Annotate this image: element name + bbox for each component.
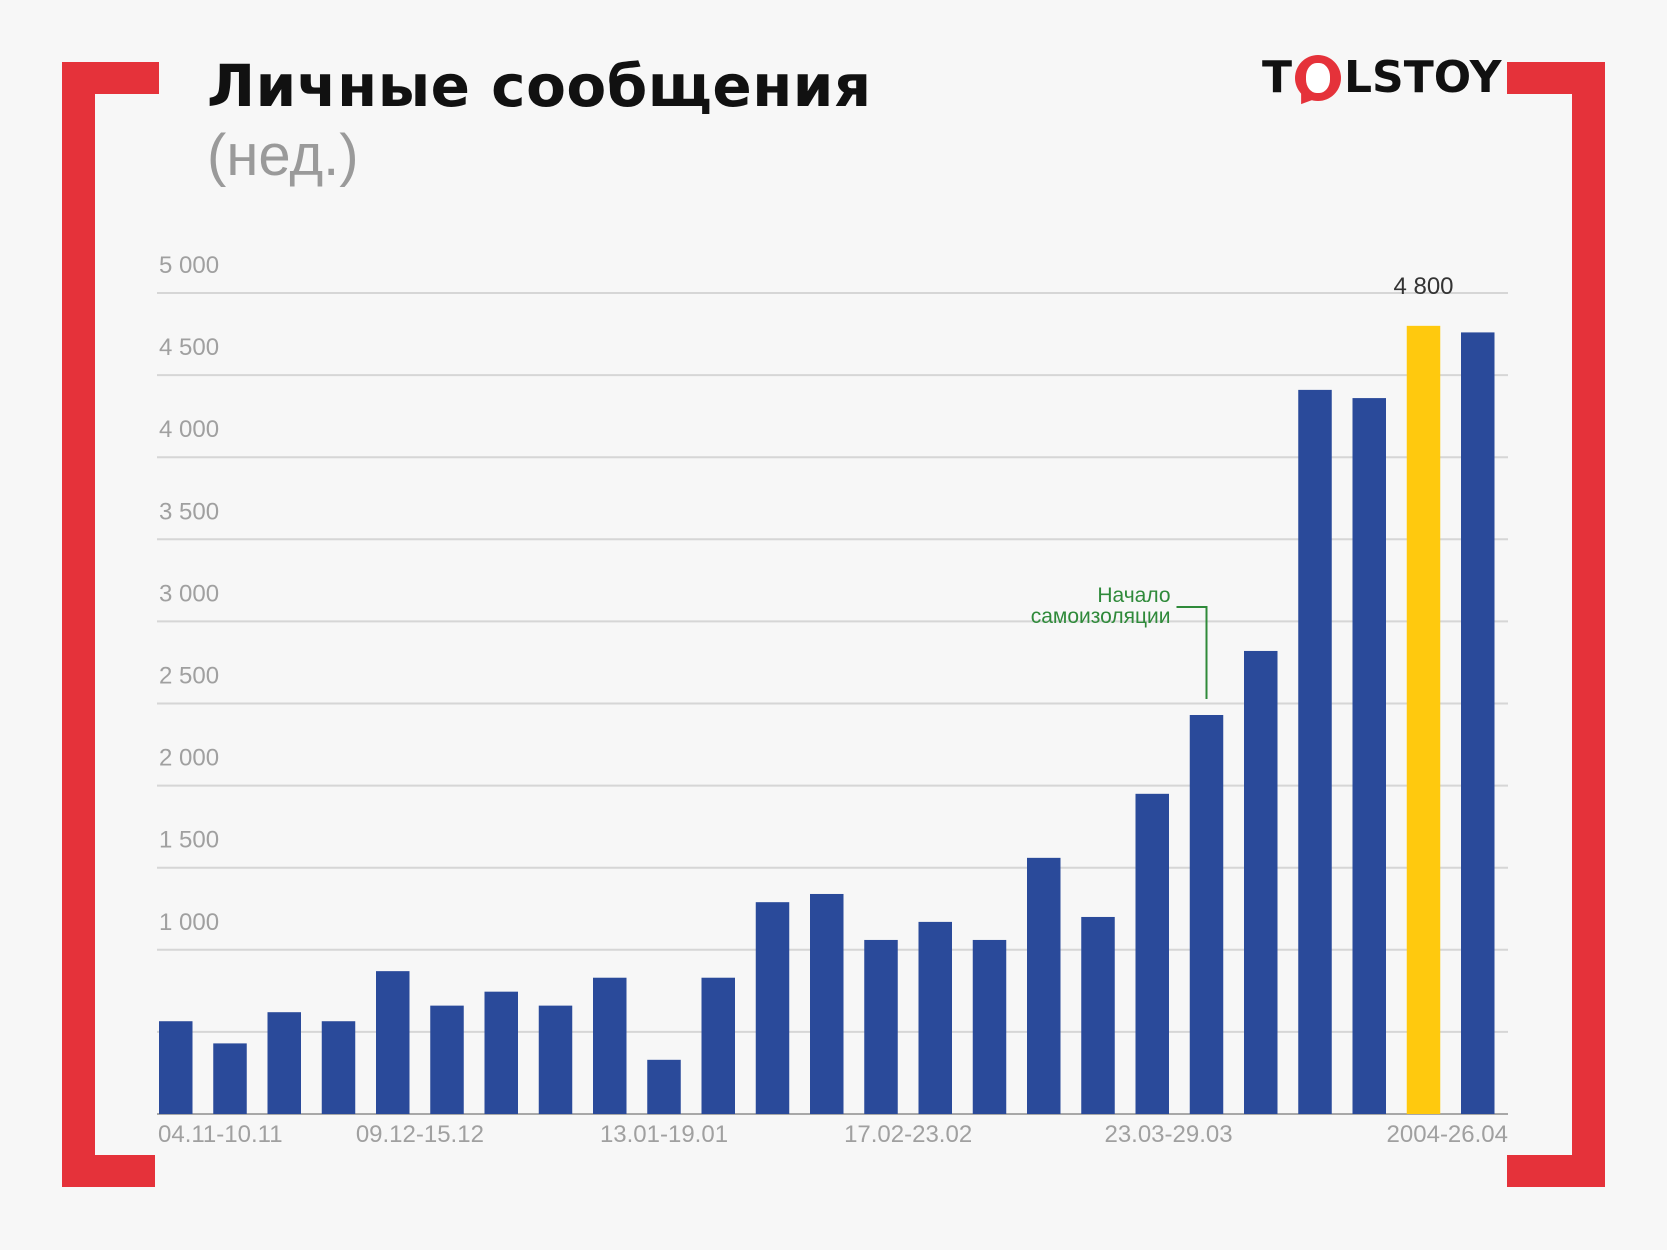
bar — [701, 977, 735, 1114]
bar — [267, 1012, 301, 1114]
y-tick-label: 5 000 — [159, 252, 219, 279]
y-tick-label: 2 000 — [159, 745, 219, 772]
bar — [810, 893, 844, 1114]
y-tick-label: 4 000 — [159, 416, 219, 443]
bar — [1298, 389, 1332, 1114]
bar — [538, 1005, 573, 1114]
annotation-text: Начало — [1097, 584, 1170, 607]
bar — [593, 977, 627, 1114]
bar — [159, 1021, 193, 1114]
x-tick-label: 23.03-29.03 — [1104, 1121, 1232, 1148]
bar — [430, 1005, 464, 1114]
tolstoy-portrait-icon — [1295, 54, 1342, 101]
x-tick-label: 13.01-19.01 — [600, 1121, 728, 1148]
x-tick-label: 04.11-10.11 — [158, 1121, 283, 1148]
bars — [159, 325, 1495, 1115]
bar — [376, 971, 410, 1114]
y-axis-labels: 1 000 1 500 2 000 2 500 3 000 3 500 4 000 4 500… — [159, 252, 219, 936]
bar — [1027, 857, 1061, 1114]
bar — [918, 921, 952, 1114]
x-tick-label: 2004-26.04 — [1387, 1121, 1508, 1148]
data-label: 4 800 — [1393, 273, 1453, 300]
bar — [755, 902, 790, 1114]
bar-highlight — [1406, 325, 1441, 1115]
annotation-text: самоизоляции — [1031, 605, 1171, 628]
y-tick-label: 1 000 — [159, 909, 219, 936]
bar — [1081, 916, 1115, 1114]
y-tick-label: 4 500 — [159, 334, 219, 361]
y-tick-label: 3 500 — [159, 498, 219, 525]
right-bracket-side — [1572, 62, 1605, 1187]
y-tick-label: 3 000 — [159, 580, 219, 607]
bar — [972, 939, 1007, 1114]
y-tick-label: 2 500 — [159, 663, 219, 690]
left-bracket-side — [62, 62, 95, 1187]
bar — [1352, 398, 1386, 1114]
x-axis-labels: 04.11-10.11 09.12-15.12 13.01-19.01 17.02-2… — [158, 1121, 1508, 1148]
logo-letters-lstoy: LSTOY — [1344, 52, 1502, 103]
tolstoy-logo: T LSTOY — [1262, 52, 1501, 103]
bar — [484, 991, 518, 1114]
bar — [864, 939, 898, 1114]
right-bracket-bottom — [1507, 1155, 1605, 1187]
x-tick-label: 09.12-15.12 — [356, 1121, 484, 1148]
data-labels: 4 800 — [1393, 273, 1453, 300]
page-subtitle: (нед.) — [207, 123, 359, 188]
bar — [213, 1043, 247, 1114]
left-bracket-bottom — [62, 1155, 155, 1187]
bar — [1244, 650, 1278, 1114]
x-tick-label: 17.02-23.02 — [844, 1121, 972, 1148]
bar — [1135, 793, 1169, 1114]
bar — [647, 1059, 681, 1114]
annotation-leader-line — [1176, 606, 1208, 699]
y-tick-label: 1 500 — [159, 827, 219, 854]
bar — [1189, 714, 1224, 1114]
bar — [1461, 332, 1495, 1115]
bar — [321, 1021, 356, 1114]
logo-letter-t: T — [1262, 52, 1293, 103]
page-title: Личные сообщения — [207, 52, 872, 120]
